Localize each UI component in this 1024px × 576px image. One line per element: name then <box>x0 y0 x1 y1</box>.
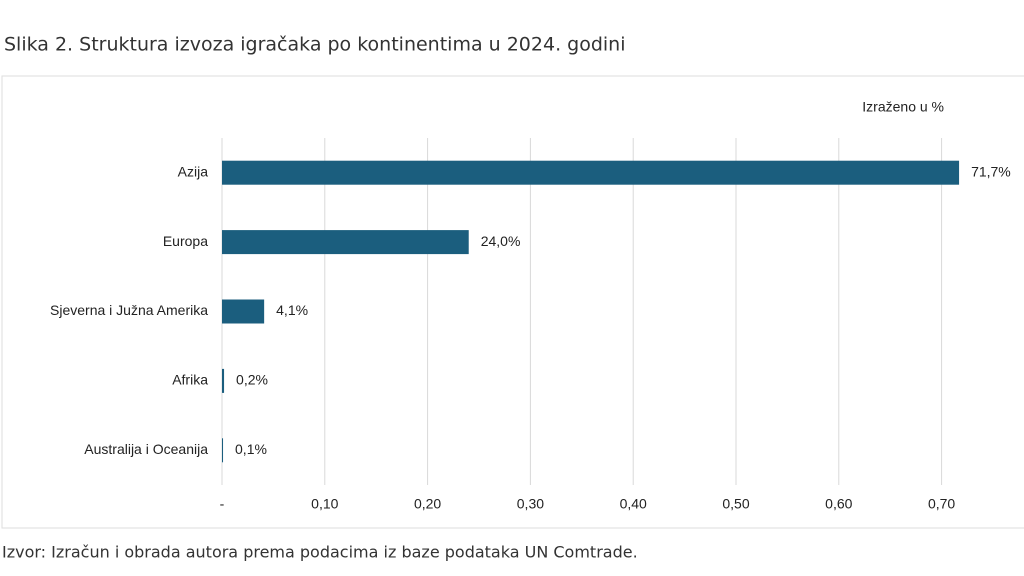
value-label: 0,1% <box>235 441 267 457</box>
bar <box>222 160 960 185</box>
chart-frame <box>1 75 1024 529</box>
x-tick-label: 0,30 <box>517 496 544 512</box>
chart-title: Slika 2. Struktura izvoza igračaka po ko… <box>4 34 626 56</box>
bar <box>222 368 225 393</box>
bar <box>222 230 469 255</box>
y-tick-label: Australija i Oceanija <box>84 441 208 457</box>
y-tick-label: Sjeverna i Južna Amerika <box>50 302 208 318</box>
unit-note: Izraženo u % <box>862 99 944 115</box>
x-tick-label: 0,70 <box>928 496 955 512</box>
value-label: 0,2% <box>236 372 268 388</box>
value-label: 24,0% <box>481 233 521 249</box>
y-tick-label: Europa <box>163 233 208 249</box>
x-tick-label: 0,10 <box>311 496 338 512</box>
source-note: Izvor: Izračun i obrada autora prema pod… <box>2 543 638 562</box>
y-tick-label: Azija <box>178 163 209 179</box>
value-label: 4,1% <box>276 302 308 318</box>
x-tick-label: 0,50 <box>722 496 749 512</box>
x-tick-label: 0,20 <box>414 496 441 512</box>
x-tick-label: - <box>220 496 225 512</box>
bar <box>222 299 265 324</box>
bar <box>222 438 224 463</box>
x-tick-label: 0,40 <box>620 496 647 512</box>
y-tick-label: Afrika <box>172 372 208 388</box>
value-label: 71,7% <box>971 163 1011 179</box>
x-tick-label: 0,60 <box>825 496 852 512</box>
